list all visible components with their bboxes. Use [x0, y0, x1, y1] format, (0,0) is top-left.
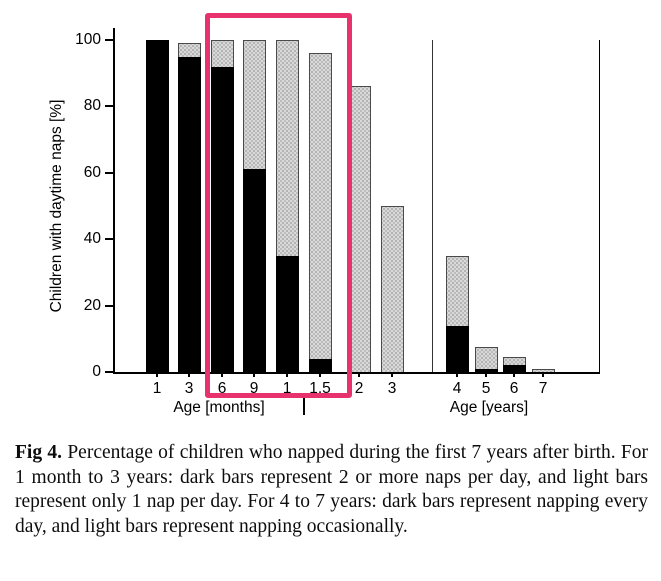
- plot-area: 0 20 40 60 80 100 1 3 6 9 1 1.5 2 3 4 5 6 7: [75, 28, 600, 397]
- figure-caption-text: Percentage of children who napped during…: [15, 442, 649, 537]
- x-tick-label: 6: [509, 380, 519, 397]
- y-tick-label: 40: [83, 230, 101, 248]
- x-tick-label: 4: [452, 380, 462, 397]
- x-tick-mark: [485, 372, 487, 377]
- x-tick-mark: [319, 372, 321, 377]
- bar-6-x2: [347, 86, 371, 372]
- bar-4-x1: [275, 40, 299, 372]
- y-tick-label: 0: [92, 363, 101, 380]
- x-tick-mark: [188, 372, 190, 377]
- bar-3-x9: [242, 40, 266, 372]
- bar-segment-light: [308, 53, 332, 359]
- y-axis-label: Children with daytime naps [%]: [48, 99, 65, 313]
- bar-0-x1: [145, 40, 169, 372]
- y-tick-mark: [105, 238, 113, 241]
- x-tick-label: 3: [387, 380, 397, 397]
- bar-9-x5: [474, 347, 498, 372]
- bar-segment-light: [177, 43, 201, 57]
- x-tick-label: 9: [249, 380, 259, 397]
- x-tick-mark: [286, 372, 288, 377]
- bar-segment-dark: [177, 56, 201, 372]
- bar-segment-dark: [145, 40, 169, 372]
- bar-segment-dark: [502, 365, 526, 372]
- bar-segment-light: [347, 86, 371, 372]
- bar-segment-light: [445, 255, 469, 326]
- x-tick-mark: [456, 372, 458, 377]
- y-tick-mark: [105, 39, 113, 41]
- x-tick-label: 6: [217, 380, 227, 397]
- bar-segment-dark: [242, 169, 266, 372]
- bar-10-x6: [502, 357, 526, 372]
- bar-segment-light: [380, 206, 404, 372]
- bar-segment-light: [242, 40, 266, 170]
- bar-segment-light: [275, 40, 299, 256]
- bar-5-x1.5: [308, 53, 332, 372]
- figure-caption: Fig 4. Percentage of children who napped…: [15, 441, 648, 539]
- x-tick-label: 1: [282, 380, 292, 397]
- bar-segment-dark: [308, 358, 332, 372]
- bar-segment-light: [474, 347, 498, 369]
- bar-segment-light: [210, 40, 234, 67]
- highlight-annotation-box: [205, 13, 352, 398]
- y-tick-label: 80: [83, 97, 101, 115]
- bar-segment-dark: [445, 325, 469, 372]
- bar-11-x7: [531, 368, 555, 372]
- bar-segment-light: [531, 368, 555, 372]
- x-tick-mark: [542, 372, 544, 377]
- bar-7-x3: [380, 206, 404, 372]
- plot-group-separator: [432, 40, 433, 372]
- x-tick-label: 1: [152, 380, 162, 397]
- y-tick-mark: [105, 171, 113, 174]
- bar-8-x4: [445, 255, 469, 372]
- x-tick-label: 1.5: [309, 380, 331, 397]
- x-tick-mark: [156, 372, 158, 377]
- x-axis-group-label-years: Age [years]: [449, 399, 529, 416]
- bar-segment-light: [502, 357, 526, 366]
- bar-1-x3: [177, 43, 201, 372]
- bar-segment-dark: [210, 66, 234, 372]
- axis-scale-divider: [303, 398, 305, 415]
- bar-segment-dark: [474, 368, 498, 372]
- x-tick-mark: [513, 372, 515, 377]
- y-tick-mark: [105, 371, 113, 373]
- x-tick-mark: [358, 372, 360, 377]
- y-tick-mark: [105, 304, 113, 307]
- x-axis-group-label-months: Age [months]: [173, 399, 265, 416]
- bar-2-x6: [210, 40, 234, 372]
- x-tick-mark: [391, 372, 393, 377]
- y-tick-label: 100: [75, 31, 101, 48]
- y-tick-mark: [105, 105, 113, 108]
- x-tick-label: 3: [184, 380, 194, 397]
- x-tick-mark: [253, 372, 255, 377]
- y-tick-label: 60: [83, 163, 101, 181]
- x-tick-label: 7: [538, 380, 548, 397]
- y-tick-label: 20: [83, 296, 101, 314]
- figure-caption-label: Fig 4.: [15, 442, 63, 463]
- x-tick-mark: [221, 372, 223, 377]
- bar-segment-dark: [275, 255, 299, 372]
- x-tick-label: 5: [481, 380, 491, 397]
- x-tick-label: 2: [354, 380, 364, 397]
